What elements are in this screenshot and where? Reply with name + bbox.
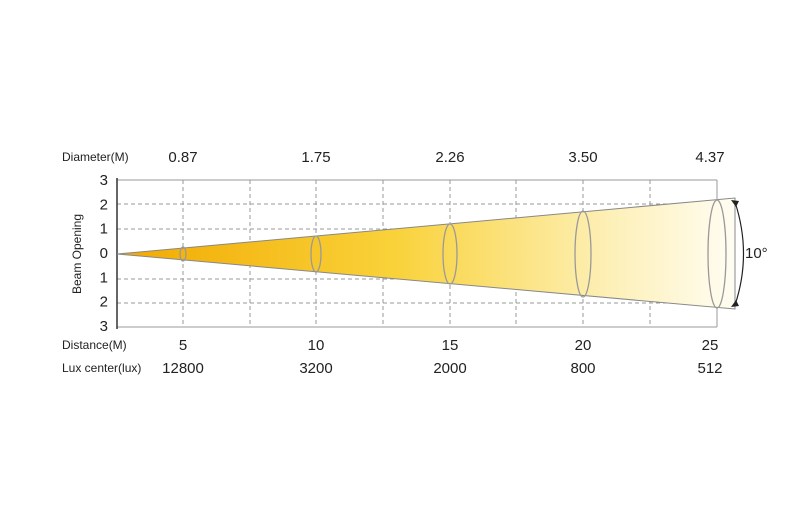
distance-value: 25	[702, 337, 719, 354]
lux-value: 2000	[433, 360, 466, 377]
diameter-value: 4.37	[695, 149, 724, 166]
arrow	[731, 200, 739, 207]
y-tick-label: 3	[100, 172, 108, 189]
y-tick-label: 2	[100, 196, 108, 213]
beam-sections	[179, 199, 727, 309]
diameter-value: 0.87	[168, 149, 197, 166]
y-tick-label: 0	[100, 245, 108, 262]
y-tick-label: 1	[100, 269, 108, 286]
distance-value: 5	[179, 337, 187, 354]
row-label: Distance(M)	[62, 338, 127, 352]
y-tick-label: 3	[100, 318, 108, 335]
y-tick-label: 1	[100, 221, 108, 238]
angle-label: 10°	[745, 245, 768, 262]
diameter-value: 1.75	[301, 149, 330, 166]
lux-value: 800	[570, 360, 595, 377]
angle-arc	[734, 201, 745, 306]
row-label: Lux center(lux)	[62, 361, 141, 375]
lux-value: 512	[697, 360, 722, 377]
beam	[116, 197, 736, 310]
y-tick-label: 2	[100, 294, 108, 311]
diameter-value: 2.26	[435, 149, 464, 166]
lux-value: 12800	[162, 360, 204, 377]
y-axis-label: Beam Opening	[70, 214, 84, 294]
distance-value: 20	[575, 337, 592, 354]
arrow	[731, 300, 739, 307]
distance-value: 15	[442, 337, 459, 354]
distance-value: 10	[308, 337, 325, 354]
row-label: Diameter(M)	[62, 150, 129, 164]
lux-value: 3200	[299, 360, 332, 377]
diameter-value: 3.50	[568, 149, 597, 166]
